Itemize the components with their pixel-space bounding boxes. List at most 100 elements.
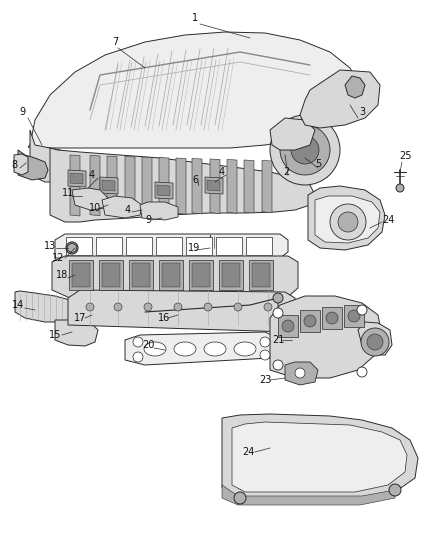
Text: 20: 20 [142,340,154,350]
Polygon shape [285,362,318,385]
Text: 24: 24 [382,215,394,225]
Polygon shape [132,263,150,287]
Polygon shape [66,237,92,255]
Polygon shape [162,263,180,287]
Text: 14: 14 [12,300,24,310]
Circle shape [204,303,212,311]
Polygon shape [55,234,288,258]
Polygon shape [322,307,342,329]
Polygon shape [102,180,115,191]
Circle shape [361,328,389,356]
Circle shape [273,308,283,318]
Polygon shape [358,322,392,355]
Polygon shape [300,70,380,128]
Polygon shape [246,237,272,255]
Circle shape [326,312,338,324]
Polygon shape [216,237,242,255]
Circle shape [86,303,94,311]
Polygon shape [156,237,182,255]
Polygon shape [300,310,320,332]
Text: 9: 9 [19,107,25,117]
Circle shape [304,315,316,327]
Circle shape [338,212,358,232]
Text: 18: 18 [56,270,68,280]
Polygon shape [55,320,98,346]
Circle shape [270,115,340,185]
Polygon shape [189,260,213,290]
Text: 5: 5 [315,159,321,169]
Polygon shape [30,130,75,182]
Circle shape [357,367,367,377]
Circle shape [273,293,283,303]
Polygon shape [157,185,170,196]
Circle shape [282,320,294,332]
Polygon shape [176,158,186,214]
Circle shape [66,242,78,254]
Text: 6: 6 [192,175,198,185]
Polygon shape [107,156,117,215]
Polygon shape [14,154,28,175]
Polygon shape [140,202,178,220]
Text: 13: 13 [44,241,56,251]
Ellipse shape [234,342,256,356]
Polygon shape [52,256,298,298]
Polygon shape [270,118,315,150]
Polygon shape [126,237,152,255]
Text: 4: 4 [219,167,225,177]
Text: 7: 7 [112,37,118,47]
Polygon shape [68,290,295,332]
Circle shape [330,204,366,240]
Polygon shape [210,159,220,214]
Circle shape [273,360,283,370]
Polygon shape [129,260,153,290]
Text: 4: 4 [125,205,131,215]
Circle shape [234,303,242,311]
Polygon shape [70,173,83,184]
Polygon shape [222,414,418,498]
Circle shape [291,136,319,164]
Polygon shape [244,160,254,213]
Polygon shape [205,177,223,194]
Polygon shape [262,160,272,213]
Polygon shape [28,32,360,148]
Polygon shape [68,170,86,187]
Circle shape [396,184,404,192]
Polygon shape [278,315,298,337]
Circle shape [295,368,305,378]
Circle shape [280,125,330,175]
Circle shape [389,484,401,496]
Text: 9: 9 [145,215,151,225]
Polygon shape [125,157,135,215]
Polygon shape [70,155,80,216]
Circle shape [367,334,383,350]
Text: 1: 1 [192,13,198,23]
Text: 2: 2 [283,167,289,177]
Text: 4: 4 [89,170,95,180]
Polygon shape [192,158,202,214]
Text: 15: 15 [49,330,61,340]
Polygon shape [96,237,122,255]
Circle shape [348,310,360,322]
Polygon shape [192,263,210,287]
Circle shape [234,492,246,504]
Polygon shape [15,291,72,322]
Polygon shape [18,150,48,180]
Circle shape [264,303,272,311]
Ellipse shape [204,342,226,356]
Polygon shape [72,263,90,287]
Text: 19: 19 [188,243,200,253]
Polygon shape [270,296,382,378]
Polygon shape [67,243,76,253]
Ellipse shape [144,342,166,356]
Polygon shape [102,263,120,287]
Polygon shape [207,180,220,191]
Text: 3: 3 [359,107,365,117]
Circle shape [133,337,143,347]
Polygon shape [222,485,395,505]
Polygon shape [50,148,315,222]
Ellipse shape [174,342,196,356]
Text: 11: 11 [62,188,74,198]
Polygon shape [219,260,243,290]
Polygon shape [252,263,270,287]
Text: 25: 25 [400,151,412,161]
